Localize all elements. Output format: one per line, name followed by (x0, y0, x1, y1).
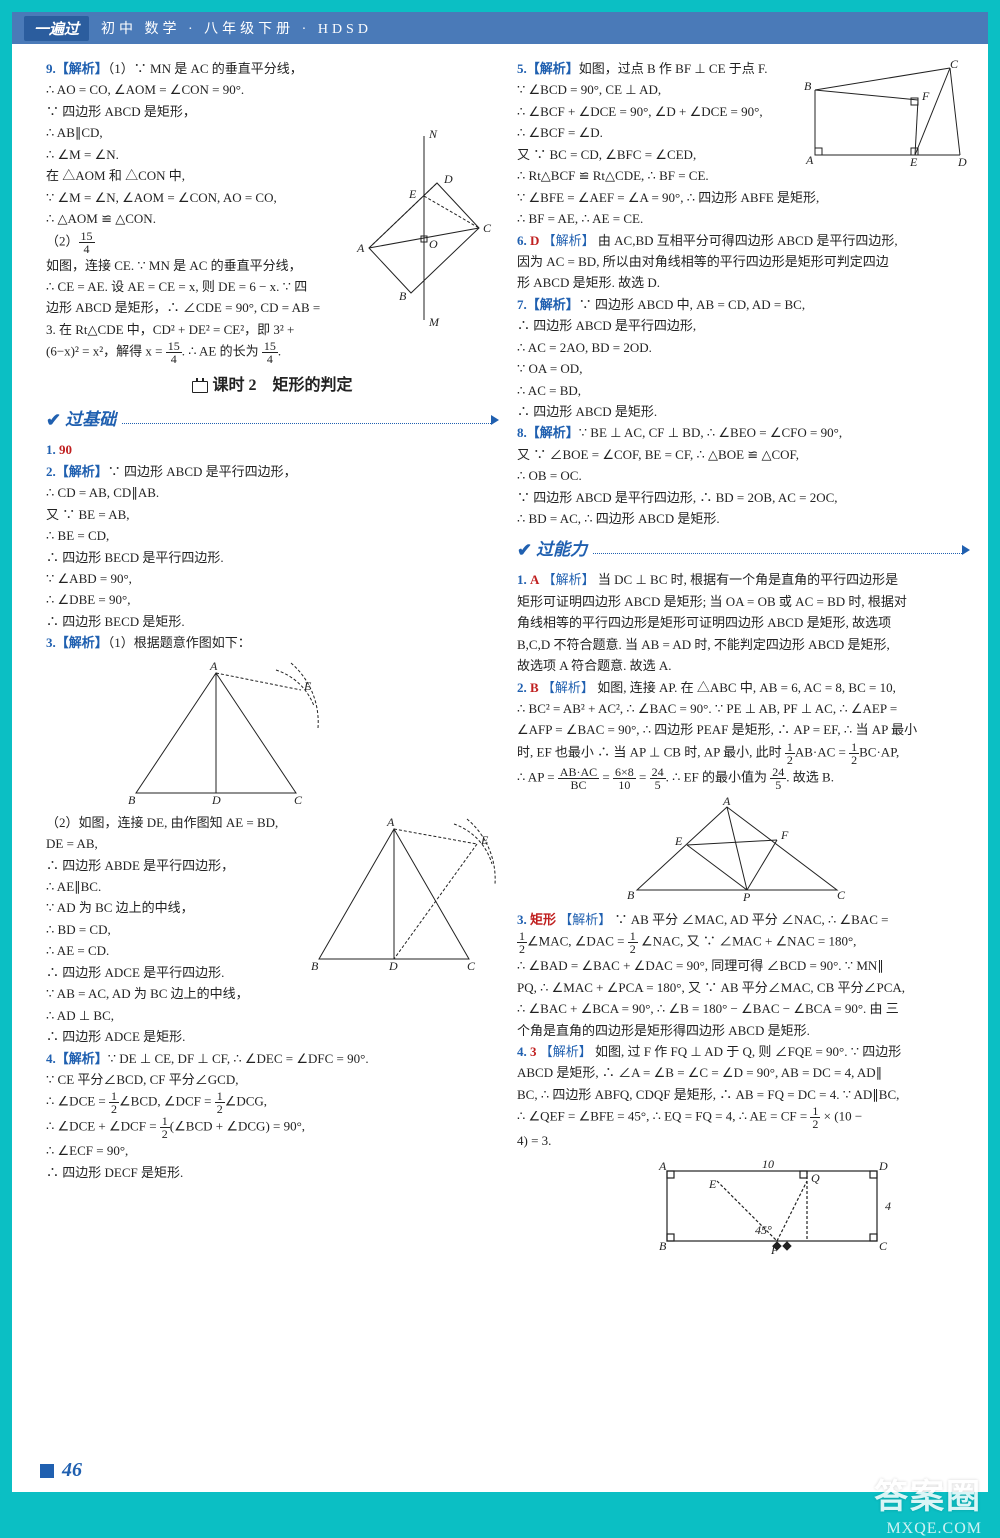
check-icon: ✔ (46, 406, 61, 436)
q5-label: 5.【解析】 (517, 61, 579, 76)
figure-6: A D B C E Q F 10 4 45° (647, 1156, 970, 1256)
q6-label: 6. (517, 233, 527, 248)
svg-text:A: A (658, 1159, 667, 1173)
svg-text:C: C (294, 793, 303, 807)
q4-label: 4.【解析】 (46, 1051, 108, 1066)
svg-text:E: E (480, 833, 489, 847)
svg-text:E: E (408, 187, 417, 201)
svg-text:A: A (386, 815, 395, 829)
header: 一遍过 初中 数学 · 八年级下册 · HDSD (12, 12, 988, 44)
svg-text:A: A (805, 153, 814, 167)
svg-text:E: E (909, 155, 918, 169)
q7-label: 7.【解析】 (517, 297, 579, 312)
right-column: C B F A E D 5.【解析】如图，过点 B 作 BF ⊥ CE 于点 F… (517, 58, 970, 1256)
columns: N D E C O A B M 9.【解析】（1）∵ MN 是 AC 的垂直平分… (12, 44, 988, 1264)
svg-text:C: C (950, 60, 959, 71)
svg-text:D: D (957, 155, 967, 169)
svg-text:A: A (356, 241, 365, 255)
svg-text:C: C (837, 888, 846, 902)
r3-label: 3. (517, 912, 527, 927)
a1-val: 90 (59, 442, 72, 457)
svg-text:A: A (209, 659, 218, 673)
svg-text:D: D (443, 172, 453, 186)
figure-1: N D E C O A B M (349, 128, 499, 328)
svg-text:D: D (388, 959, 398, 973)
q3-label: 3.【解析】 (46, 635, 108, 650)
q9-l1: （1）∵ MN 是 AC 的垂直平分线， (108, 61, 303, 76)
sub-ability: ✔ 过能力 (517, 536, 970, 566)
q9-l2: ∴ AO = CO, ∠AOM = ∠CON = 90°. (46, 79, 499, 100)
figure-3: A E B D C (299, 814, 499, 974)
svg-text:D: D (211, 793, 221, 807)
svg-text:4: 4 (885, 1199, 891, 1213)
svg-text:B: B (311, 959, 319, 973)
header-logo: 一遍过 (24, 16, 89, 41)
r4-label: 4. (517, 1044, 527, 1059)
svg-text:E: E (303, 679, 312, 693)
svg-text:A: A (722, 795, 731, 808)
left-column: N D E C O A B M 9.【解析】（1）∵ MN 是 AC 的垂直平分… (46, 58, 499, 1256)
q8-label: 8.【解析】 (517, 425, 579, 440)
svg-text:B: B (804, 79, 812, 93)
svg-text:P: P (742, 890, 751, 904)
calendar-icon (192, 381, 208, 393)
svg-text:M: M (428, 315, 440, 328)
footer-square-icon (40, 1464, 54, 1478)
figure-5: A E F B P C (617, 795, 970, 905)
q2-label: 2.【解析】 (46, 464, 108, 479)
svg-text:10: 10 (762, 1157, 774, 1171)
svg-text:C: C (879, 1239, 888, 1253)
figure-4: C B F A E D (800, 60, 970, 170)
watermark-url: MXQE.COM (886, 1520, 982, 1538)
header-subtitle: 初中 数学 · 八年级下册 · HDSD (101, 18, 372, 38)
q9-label: 9.【解析】 (46, 61, 108, 76)
footer: 46 (40, 1459, 82, 1482)
q9-l3: ∵ 四边形 ABCD 是矩形， (46, 101, 499, 122)
svg-text:F: F (921, 89, 930, 103)
svg-text:D: D (878, 1159, 888, 1173)
r1-label: 1. (517, 572, 527, 587)
svg-text:B: B (128, 793, 136, 807)
svg-text:B: B (627, 888, 635, 902)
check-icon: ✔ (517, 536, 532, 566)
svg-text:O: O (429, 237, 438, 251)
svg-text:N: N (428, 128, 438, 141)
svg-text:45°: 45° (755, 1223, 772, 1237)
svg-text:E: E (708, 1177, 717, 1191)
q6-ans: D (530, 233, 539, 248)
svg-text:B: B (399, 289, 407, 303)
a1-label: 1. (46, 442, 56, 457)
section-title: 课时 2 矩形的判定 (46, 373, 499, 399)
svg-text:C: C (467, 959, 476, 973)
svg-text:E: E (674, 834, 683, 848)
sub-basic: ✔ 过基础 (46, 406, 499, 436)
page-number: 46 (62, 1459, 82, 1482)
svg-text:B: B (659, 1239, 667, 1253)
svg-text:F: F (780, 828, 789, 842)
svg-text:Q: Q (811, 1171, 820, 1185)
watermark: 答案圈 (874, 1469, 982, 1518)
q9-l9a: （2） (46, 233, 79, 248)
page: 一遍过 初中 数学 · 八年级下册 · HDSD N (12, 12, 988, 1492)
r2-label: 2. (517, 680, 527, 695)
figure-2: A E B D C (106, 658, 499, 808)
svg-text:C: C (483, 221, 492, 235)
